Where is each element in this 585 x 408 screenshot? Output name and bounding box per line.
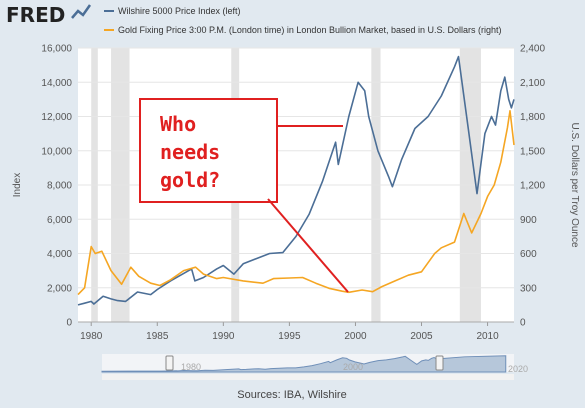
y-tick-left-6: 12,000 (41, 112, 72, 123)
y-axis-right-title: U.S. Dollars per Troy Ounce (569, 122, 580, 247)
y-tick-right-6: 1,800 (520, 112, 545, 123)
navigator-label-mid: 2000 (343, 362, 363, 372)
series-line-gold (77, 110, 515, 296)
y-tick-right-2: 600 (520, 249, 537, 260)
x-tick-label-4: 2000 (344, 331, 367, 342)
y-tick-left-4: 8,000 (47, 181, 72, 192)
annotation-line-1: Who (160, 112, 196, 136)
y-tick-right-4: 1,200 (520, 181, 545, 192)
annotation: Who needs gold? (139, 98, 349, 293)
y-axis-left-title: Index (12, 173, 23, 197)
y-tick-right-0: 0 (520, 318, 526, 329)
annotation-box (139, 98, 278, 203)
fred-logo-icon (71, 4, 92, 19)
y-tick-right-3: 900 (520, 215, 537, 226)
x-tick-label-2: 1990 (212, 331, 235, 342)
x-tick-label-3: 1995 (278, 331, 301, 342)
y-tick-right-5: 1,500 (520, 146, 545, 157)
annotation-line-2: needs (160, 140, 220, 164)
navigator-area (101, 355, 507, 373)
legend-label-gold: Gold Fixing Price 3:00 P.M. (London time… (118, 25, 502, 35)
navigator-label-end: 2020 (508, 364, 528, 374)
axis-ticks: 0 2,000 4,000 6,000 8,000 10,000 12,000 14,000 1… (41, 44, 545, 343)
x-tick-label-0: 1980 (80, 331, 103, 342)
legend-label-wilshire: Wilshire 5000 Price Index (left) (118, 6, 241, 16)
y-tick-right-1: 300 (520, 283, 537, 294)
navigator-scrollbar[interactable] (102, 374, 514, 380)
navigator-handle-left[interactable] (165, 355, 174, 371)
y-tick-left-2: 4,000 (47, 249, 72, 260)
y-tick-left-7: 14,000 (41, 78, 72, 89)
x-tick-label-6: 2010 (476, 331, 499, 342)
y-tick-left-8: 16,000 (41, 44, 72, 55)
series-line-wilshire (77, 55, 515, 306)
x-tick-label-5: 2005 (410, 331, 433, 342)
y-tick-left-1: 2,000 (47, 283, 72, 294)
y-tick-right-8: 2,400 (520, 44, 545, 55)
y-tick-left-0: 0 (66, 318, 72, 329)
navigator-handle-right[interactable] (435, 355, 444, 371)
annotation-arrow-gold (267, 198, 349, 293)
annotation-line-3: gold? (160, 168, 220, 192)
y-tick-right-7: 2,100 (520, 78, 545, 89)
navigator-label-start: 1980 (181, 362, 201, 372)
y-tick-left-5: 10,000 (41, 146, 72, 157)
y-tick-left-3: 6,000 (47, 215, 72, 226)
legend: Wilshire 5000 Price Index (left) Gold Fi… (104, 6, 502, 35)
source-text: Sources: IBA, Wilshire (237, 389, 346, 401)
x-tick-label-1: 1985 (146, 331, 169, 342)
series-lines (77, 55, 515, 306)
fred-logo: FRED (6, 3, 65, 27)
range-navigator[interactable]: 1980 2000 2020 (101, 354, 528, 380)
